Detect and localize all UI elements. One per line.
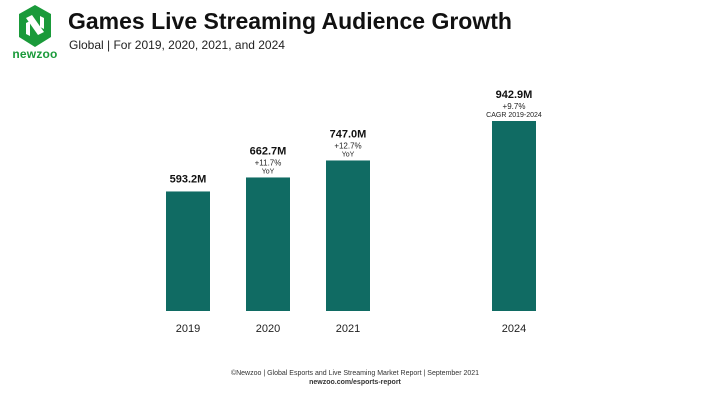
change-label-2021: +12.7%: [334, 141, 361, 150]
x-tick-label-2019: 2019: [176, 323, 200, 335]
period-label-2020: YoY: [262, 168, 275, 175]
data-label-2024: 942.9M: [496, 89, 533, 101]
bar-2024: [492, 121, 536, 311]
change-label-2020: +11.7%: [255, 158, 282, 167]
source-note: ©Newzoo | Global Esports and Live Stream…: [230, 370, 480, 377]
x-tick-label-2024: 2024: [502, 323, 526, 335]
data-label-2020: 662.7M: [250, 145, 287, 157]
chart-title: Games Live Streaming Audience Growth: [68, 8, 512, 34]
period-label-2024: CAGR 2019-2024: [486, 112, 542, 119]
x-tick-label-2021: 2021: [336, 323, 360, 335]
bar-2020: [246, 177, 290, 311]
period-label-2021: YoY: [342, 151, 355, 158]
bar-2019: [166, 191, 210, 311]
data-label-2021: 747.0M: [330, 128, 367, 140]
newzoo-logo-icon: [19, 5, 51, 47]
brand-logo: newzoo: [8, 4, 62, 62]
brand-wordmark: newzoo: [12, 47, 58, 61]
bar-2021: [326, 160, 370, 311]
source-link[interactable]: newzoo.com/esports-report: [309, 379, 401, 386]
chart-subtitle: Global | For 2019, 2020, 2021, and 2024: [69, 38, 285, 52]
data-label-2019: 593.2M: [170, 173, 207, 185]
x-tick-label-2020: 2020: [256, 323, 280, 335]
change-label-2024: +9.7%: [503, 102, 526, 111]
